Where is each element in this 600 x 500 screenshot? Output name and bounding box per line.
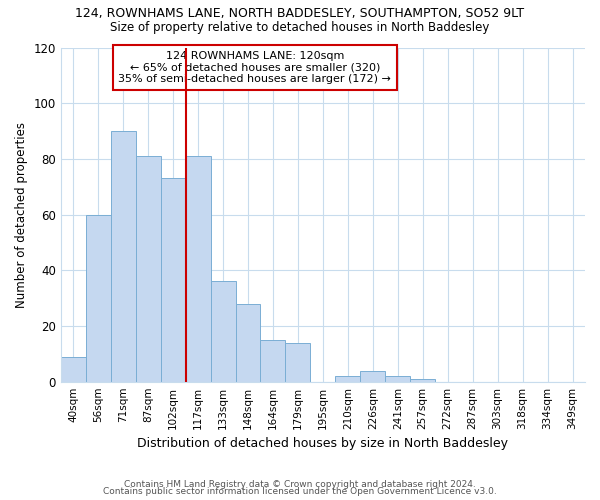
Bar — [286, 342, 310, 382]
Bar — [260, 340, 286, 382]
Bar — [136, 156, 161, 382]
Bar — [161, 178, 185, 382]
Bar — [385, 376, 410, 382]
Bar — [111, 131, 136, 382]
X-axis label: Distribution of detached houses by size in North Baddesley: Distribution of detached houses by size … — [137, 437, 508, 450]
Bar — [236, 304, 260, 382]
Text: Contains HM Land Registry data © Crown copyright and database right 2024.: Contains HM Land Registry data © Crown c… — [124, 480, 476, 489]
Bar — [86, 214, 111, 382]
Bar — [335, 376, 361, 382]
Bar — [211, 282, 236, 382]
Text: 124, ROWNHAMS LANE, NORTH BADDESLEY, SOUTHAMPTON, SO52 9LT: 124, ROWNHAMS LANE, NORTH BADDESLEY, SOU… — [76, 8, 524, 20]
Bar — [361, 370, 385, 382]
Text: Contains public sector information licensed under the Open Government Licence v3: Contains public sector information licen… — [103, 488, 497, 496]
Y-axis label: Number of detached properties: Number of detached properties — [15, 122, 28, 308]
Text: Size of property relative to detached houses in North Baddesley: Size of property relative to detached ho… — [110, 21, 490, 34]
Text: 124 ROWNHAMS LANE: 120sqm
← 65% of detached houses are smaller (320)
35% of semi: 124 ROWNHAMS LANE: 120sqm ← 65% of detac… — [118, 51, 391, 84]
Bar — [61, 356, 86, 382]
Bar — [410, 379, 435, 382]
Bar — [185, 156, 211, 382]
